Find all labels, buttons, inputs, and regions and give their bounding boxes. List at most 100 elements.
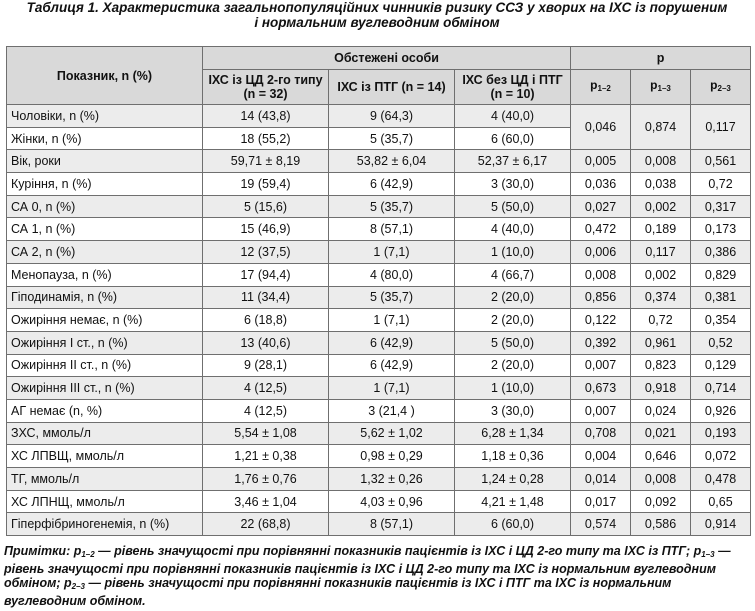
row-label: Куріння, n (%)	[6, 172, 203, 196]
cell-p13: 0,918	[630, 376, 692, 400]
cell-p13: 0,002	[630, 262, 692, 287]
row-label: АГ немає (n, %)	[6, 398, 203, 423]
cell-p13: 0,189	[630, 217, 692, 242]
table-row: СА 0, n (%) 5 (15,6) 5 (35,7) 5 (50,0) 0,027…	[6, 194, 752, 219]
p13-base: p	[650, 78, 658, 92]
note3-text: — рівень значущості при порівнянні показ…	[4, 576, 672, 608]
cell-p23: 0,926	[690, 398, 752, 423]
cell-p12: 0,673	[570, 376, 632, 400]
table-row: Чоловіки, n (%) 14 (43,8) 9 (64,3) 4 (40,0)…	[6, 103, 752, 151]
cell-p23: 0,317	[690, 194, 752, 219]
row-label: ХС ЛПНЩ, ммоль/л	[6, 489, 203, 514]
cell-group-2: 1 (7,1)	[328, 240, 455, 264]
row-label: Жінки, n (%)	[6, 126, 203, 151]
cell-group-2: 5 (35,7)	[328, 126, 455, 151]
risk-factors-table: Показник, n (%) Обстежені особи p ІХС із…	[6, 46, 752, 537]
table-row: Ожиріння ІІ ст., n (%) 9 (28,1) 6 (42,9) 2 …	[6, 353, 752, 378]
cell-group-2: 1,32 ± 0,26	[328, 467, 455, 491]
cell-p12: 0,392	[570, 330, 632, 355]
note1-sub: 1–2	[81, 550, 95, 559]
cell-p13: 0,008	[630, 149, 692, 174]
cell-p13: 0,008	[630, 467, 692, 491]
cell-group-3: 4 (40,0)	[453, 217, 572, 242]
cell-p13: 0,874	[630, 103, 692, 151]
cell-group-3: 4 (40,0)	[453, 104, 572, 128]
table-row: ТГ, ммоль/л 1,76 ± 0,76 1,32 ± 0,26 1,24 ± …	[6, 467, 752, 491]
cell-p13: 0,092	[630, 489, 692, 514]
p23-sub: 2–3	[717, 84, 731, 93]
cell-p12: 0,007	[570, 353, 632, 378]
note1-p: p	[73, 544, 82, 558]
cell-group-1: 11 (34,4)	[202, 285, 329, 310]
cell-group-2: 8 (57,1)	[328, 512, 455, 537]
row-label: ТГ, ммоль/л	[6, 467, 203, 491]
cell-group-1: 5 (15,6)	[202, 194, 329, 219]
cell-group-1: 17 (94,4)	[202, 262, 329, 287]
cell-group-1: 6 (18,8)	[202, 308, 329, 332]
table-caption: Таблиця 1. Характеристика загальнопопуля…	[2, 0, 752, 30]
table-row: ХС ЛПНЩ, ммоль/л 3,46 ± 1,04 4,03 ± 0,96 4,…	[6, 489, 752, 514]
cell-group-2: 6 (42,9)	[328, 353, 455, 378]
row-label: ХС ЛПВЩ, ммоль/л	[6, 444, 203, 468]
cell-group-1: 14 (43,8)	[202, 104, 329, 128]
table-row: ХС ЛПВЩ, ммоль/л 1,21 ± 0,38 0,98 ± 0,29 1,…	[6, 444, 752, 468]
cell-group-2: 5 (35,7)	[328, 285, 455, 310]
cell-p12: 0,122	[570, 308, 632, 332]
cell-p23: 0,381	[690, 285, 752, 310]
cell-group-2: 0,98 ± 0,29	[328, 444, 455, 468]
note1-text: — рівень значущості при порівнянні показ…	[94, 544, 691, 558]
table-row: СА 1, n (%) 15 (46,9) 8 (57,1) 4 (40,0) 0,47…	[6, 217, 752, 242]
cell-group-1: 13 (40,6)	[202, 330, 329, 355]
cell-group-3: 4,21 ± 1,48	[453, 489, 572, 514]
cell-group-2: 6 (42,9)	[328, 330, 455, 355]
cell-p23: 0,714	[690, 376, 752, 400]
table-notes: Примітки: p1–2 — рівень значущості при п…	[4, 544, 752, 608]
header-p13: p1–3	[630, 69, 692, 105]
row-label: СА 2, n (%)	[6, 240, 203, 264]
cell-p12: 0,007	[570, 398, 632, 423]
row-label: СА 0, n (%)	[6, 194, 203, 219]
table-row: Ожиріння І ст., n (%) 13 (40,6) 6 (42,9) 5 …	[6, 330, 752, 355]
note3-sub: 2–3	[71, 582, 86, 591]
cell-p13: 0,002	[630, 194, 692, 219]
row-label: СА 1, n (%)	[6, 217, 203, 242]
cell-p13: 0,117	[630, 240, 692, 264]
cell-group-1: 22 (68,8)	[202, 512, 329, 537]
cell-p12: 0,006	[570, 240, 632, 264]
cell-p12: 0,708	[570, 421, 632, 446]
table-row: Ожиріння ІІІ ст., n (%) 4 (12,5) 1 (7,1) 1 …	[6, 376, 752, 400]
table-body: Показник, n (%) Обстежені особи p ІХС із…	[6, 46, 752, 537]
cell-group-2: 8 (57,1)	[328, 217, 455, 242]
header-group: Обстежені особи	[201, 46, 572, 70]
row-label: Ожиріння І ст., n (%)	[6, 330, 203, 355]
row-label: Менопауза, n (%)	[6, 262, 203, 287]
cell-group-2: 1 (7,1)	[328, 308, 455, 332]
table-row: АГ немає (n, %) 4 (12,5) 3 (21,4 ) 3 (30,0)…	[6, 398, 752, 423]
cell-p23: 0,193	[690, 421, 752, 446]
cell-p12: 0,017	[570, 489, 632, 514]
cell-group-2: 1 (7,1)	[328, 376, 455, 400]
note2-text: — рівень значущості при порівнянні показ…	[4, 544, 731, 590]
cell-group-2: 5,62 ± 1,02	[328, 421, 455, 446]
header-p12: p1–2	[570, 69, 632, 105]
cell-group-1: 1,76 ± 0,76	[202, 467, 329, 491]
cell-group-3: 3 (30,0)	[453, 172, 572, 196]
table-row: Вік, роки 59,71 ± 8,19 53,82 ± 6,04 52,37 ±…	[6, 149, 752, 174]
p13-sub: 1–3	[657, 84, 671, 93]
cell-group-1: 18 (55,2)	[202, 126, 329, 151]
row-label: Гіперфібриногенемія, n (%)	[6, 512, 203, 537]
cell-group-1: 4 (12,5)	[202, 376, 329, 400]
cell-group-3: 6 (60,0)	[453, 126, 572, 151]
cell-group-2: 3 (21,4 )	[328, 398, 455, 423]
cell-p23: 0,65	[690, 489, 752, 514]
table-row: Жінки, n (%) 18 (55,2) 5 (35,7) 6 (60,0)	[6, 126, 751, 151]
cell-p12: 0,004	[570, 444, 632, 468]
header-row-1: Показник, n (%) Обстежені особи p	[6, 46, 752, 105]
cell-group-3: 2 (20,0)	[453, 285, 572, 310]
cell-group-1: 15 (46,9)	[202, 217, 329, 242]
cell-group-2: 4,03 ± 0,96	[328, 489, 455, 514]
cell-group-3: 1 (10,0)	[453, 376, 572, 400]
cell-group-2: 4 (80,0)	[328, 262, 455, 287]
cell-group-3: 1,24 ± 0,28	[453, 467, 572, 491]
p12-sub: 1–2	[597, 84, 611, 93]
